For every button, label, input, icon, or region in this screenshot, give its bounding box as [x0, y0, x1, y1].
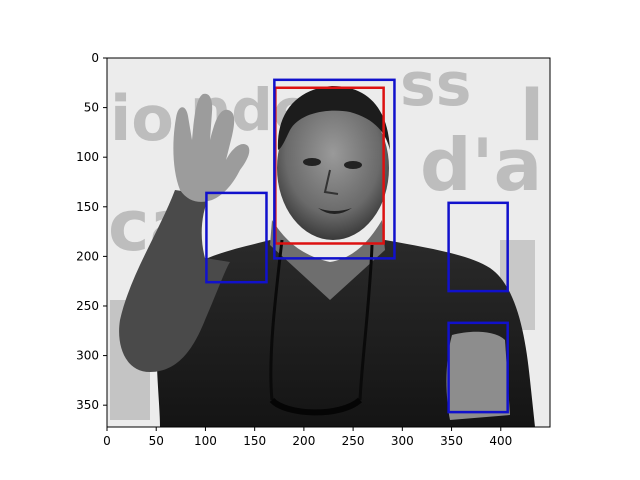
- person-neck: [270, 220, 385, 300]
- x-tick-label: 300: [391, 434, 414, 448]
- x-tick-label: 400: [489, 434, 512, 448]
- x-tick-label: 150: [243, 434, 266, 448]
- bg-text-4: d'a: [420, 123, 542, 207]
- person-left-eye: [303, 158, 321, 166]
- person-hair: [277, 86, 390, 150]
- y-tick-label: 0: [91, 51, 99, 65]
- x-tick-label: 200: [292, 434, 315, 448]
- person-right-arm: [446, 331, 510, 420]
- plot-frame: [106, 57, 551, 428]
- blue-box-4: [447, 201, 509, 293]
- person-sunglasses: [269, 397, 363, 416]
- y-tick-label: 200: [76, 249, 99, 263]
- person-shirt: [156, 240, 536, 427]
- blue-box-2: [273, 78, 396, 260]
- y-tick-label: 300: [76, 349, 99, 363]
- person-raised-hand: [173, 93, 250, 202]
- person-sunglasses-cord: [269, 239, 374, 401]
- x-tick-label: 250: [342, 434, 365, 448]
- blue-box-5: [447, 321, 509, 414]
- bounding-boxes: [205, 78, 509, 414]
- y-tick-label: 100: [76, 150, 99, 164]
- blue-box-3: [205, 191, 268, 284]
- bg-text-5: ss: [400, 50, 471, 120]
- x-tick-label: 100: [194, 434, 217, 448]
- person-head: [277, 96, 389, 240]
- y-tick-label: 350: [76, 398, 99, 412]
- x-tick-label: 350: [440, 434, 463, 448]
- person-nose: [323, 169, 339, 195]
- y-tick-label: 150: [76, 200, 99, 214]
- bg-text-1: io: [110, 82, 174, 155]
- bg-text-6: l: [520, 75, 544, 157]
- y-tick-label: 50: [84, 101, 99, 115]
- x-tick-label: 0: [103, 434, 111, 448]
- person-mouth: [318, 208, 352, 214]
- person-raised-arm: [119, 190, 230, 372]
- person-right-eye: [344, 161, 362, 169]
- x-tick-label: 50: [149, 434, 164, 448]
- y-axis: 0 50 100 150 200 250 300 350: [76, 51, 107, 412]
- x-axis: 0 50 100 150 200 250 300 350 400: [103, 427, 512, 448]
- y-tick-label: 250: [76, 299, 99, 313]
- photo: io nde ca d'a ss l: [107, 50, 550, 427]
